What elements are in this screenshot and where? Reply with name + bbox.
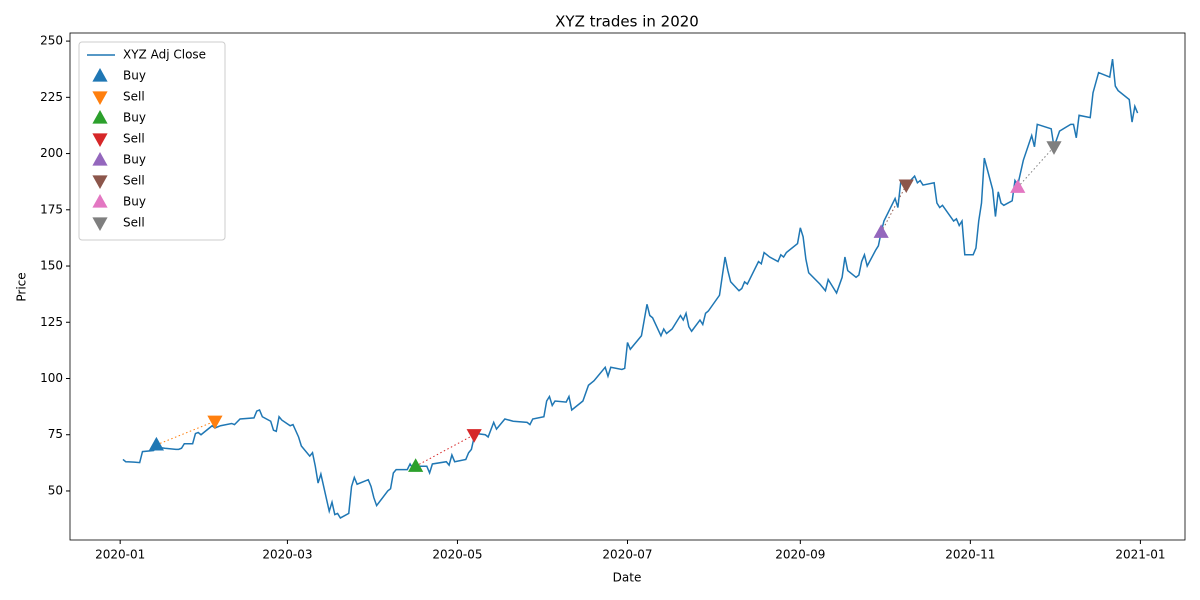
trade-marker — [898, 179, 914, 194]
legend-label: Buy — [123, 69, 146, 83]
legend-marker — [92, 110, 108, 124]
legend-label: Buy — [123, 153, 146, 167]
y-tick-label: 175 — [40, 202, 63, 216]
x-tick-label: 2020-09 — [775, 548, 825, 562]
y-tick-label: 250 — [40, 34, 63, 48]
legend-label: Sell — [123, 216, 145, 230]
trade-marker — [408, 458, 424, 472]
x-tick-label: 2020-07 — [602, 548, 652, 562]
legend-marker — [92, 175, 108, 189]
trade-marker — [873, 224, 889, 238]
legend-label: XYZ Adj Close — [123, 48, 206, 62]
legend-label: Sell — [123, 174, 145, 188]
trade-link — [1017, 146, 1055, 188]
legend-box — [78, 41, 226, 241]
legend-marker — [92, 194, 108, 208]
x-tick-label: 2020-11 — [945, 548, 995, 562]
legend-marker — [92, 91, 108, 105]
chart-title: XYZ trades in 2020 — [555, 13, 699, 31]
trade-link — [880, 184, 907, 233]
legend-label: Buy — [123, 195, 146, 209]
trade-marker — [466, 429, 482, 443]
legend-label: Buy — [123, 111, 146, 125]
legend-marker — [92, 68, 108, 82]
plot-frame — [69, 32, 1186, 541]
x-axis-label: Date — [613, 571, 642, 585]
x-tick-label: 2020-05 — [432, 548, 482, 562]
y-tick-label: 125 — [40, 315, 63, 329]
x-tick-label: 2021-01 — [1115, 548, 1165, 562]
y-tick-label: 100 — [40, 371, 63, 385]
y-tick-label: 150 — [40, 259, 63, 273]
trade-link — [156, 420, 216, 446]
legend-marker — [92, 152, 108, 166]
trade-marker — [1046, 141, 1062, 155]
legend-marker — [92, 217, 108, 231]
trade-link — [415, 434, 475, 467]
trade-marker — [1010, 179, 1026, 193]
price-line — [122, 58, 1139, 519]
legend-label: Sell — [123, 90, 145, 104]
legend-marker — [92, 133, 108, 147]
y-tick-label: 200 — [40, 146, 63, 160]
trade-marker — [148, 436, 165, 451]
trade-marker — [207, 415, 223, 430]
y-axis-label: Price — [15, 272, 29, 301]
y-tick-label: 225 — [40, 90, 63, 104]
y-tick-label: 75 — [48, 427, 63, 441]
y-tick-label: 50 — [48, 483, 63, 497]
x-tick-label: 2020-01 — [95, 548, 145, 562]
legend-label: Sell — [123, 132, 145, 146]
x-tick-label: 2020-03 — [262, 548, 312, 562]
legend: XYZ Adj Close Buy Sell Buy Sell Buy Sell Buy Sel… — [78, 41, 226, 241]
